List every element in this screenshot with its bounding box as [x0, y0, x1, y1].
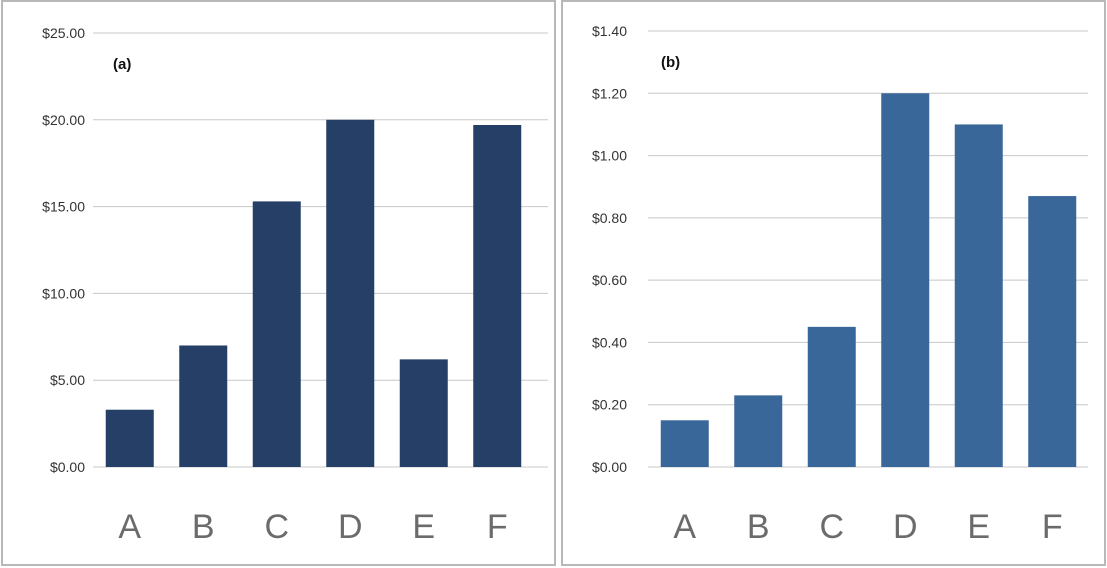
- bar-b: [179, 345, 228, 467]
- chart-b: $0.00 $0.20 $0.40 $0.60 $0.80 $1.00 $1.20 $1.40…: [592, 23, 1088, 546]
- x-tick-label: E: [412, 508, 435, 546]
- chart-a: $0.00 $5.00 $10.00 $15.00 $20.00 $25.00 A B C D E F…: [42, 25, 548, 546]
- bar-d: [881, 93, 930, 468]
- y-tick-label: $0.20: [592, 397, 627, 413]
- x-tick-label: B: [747, 508, 770, 546]
- bar-a: [105, 409, 154, 467]
- y-tick-label: $20.00: [42, 112, 85, 128]
- bar-c: [807, 326, 856, 467]
- x-tick-label: D: [338, 508, 363, 546]
- y-tick-label: $25.00: [42, 25, 85, 41]
- bar-a: [660, 420, 709, 467]
- y-tick-label: $5.00: [50, 372, 85, 388]
- x-tick-label: B: [192, 508, 215, 546]
- y-tick-label: $0.00: [592, 459, 627, 475]
- x-tick-label: E: [967, 508, 990, 546]
- bar-d: [326, 119, 375, 468]
- chart-panel-b: $0.00 $0.20 $0.40 $0.60 $0.80 $1.00 $1.20 $1.40…: [561, 0, 1106, 566]
- x-tick-label: F: [487, 508, 508, 546]
- y-tick-label: $0.00: [50, 459, 85, 475]
- chart-panel-a: $0.00 $5.00 $10.00 $15.00 $20.00 $25.00 A B C D E F…: [1, 0, 556, 566]
- y-tick-label: $15.00: [42, 199, 85, 215]
- bar-f: [1028, 196, 1077, 468]
- x-tick-label: D: [893, 508, 918, 546]
- panel-label: (a): [113, 56, 131, 73]
- y-tick-label: $1.00: [592, 148, 627, 164]
- panel-label: (b): [661, 54, 680, 71]
- y-tick-label: $0.80: [592, 210, 627, 226]
- x-tick-label: A: [673, 508, 696, 546]
- bar-e: [399, 359, 448, 467]
- y-tick-label: $0.60: [592, 272, 627, 288]
- x-tick-label: A: [118, 508, 141, 546]
- x-tick-label: C: [264, 508, 289, 546]
- y-tick-label: $0.40: [592, 334, 627, 350]
- bar-e: [954, 124, 1003, 467]
- y-tick-label: $1.20: [592, 85, 627, 101]
- y-tick-label: $10.00: [42, 285, 85, 301]
- bar-c: [252, 201, 301, 467]
- bar-b: [734, 395, 783, 467]
- y-tick-label: $1.40: [592, 23, 627, 39]
- bar-f: [473, 125, 522, 468]
- x-tick-label: C: [819, 508, 844, 546]
- x-tick-label: F: [1042, 508, 1063, 546]
